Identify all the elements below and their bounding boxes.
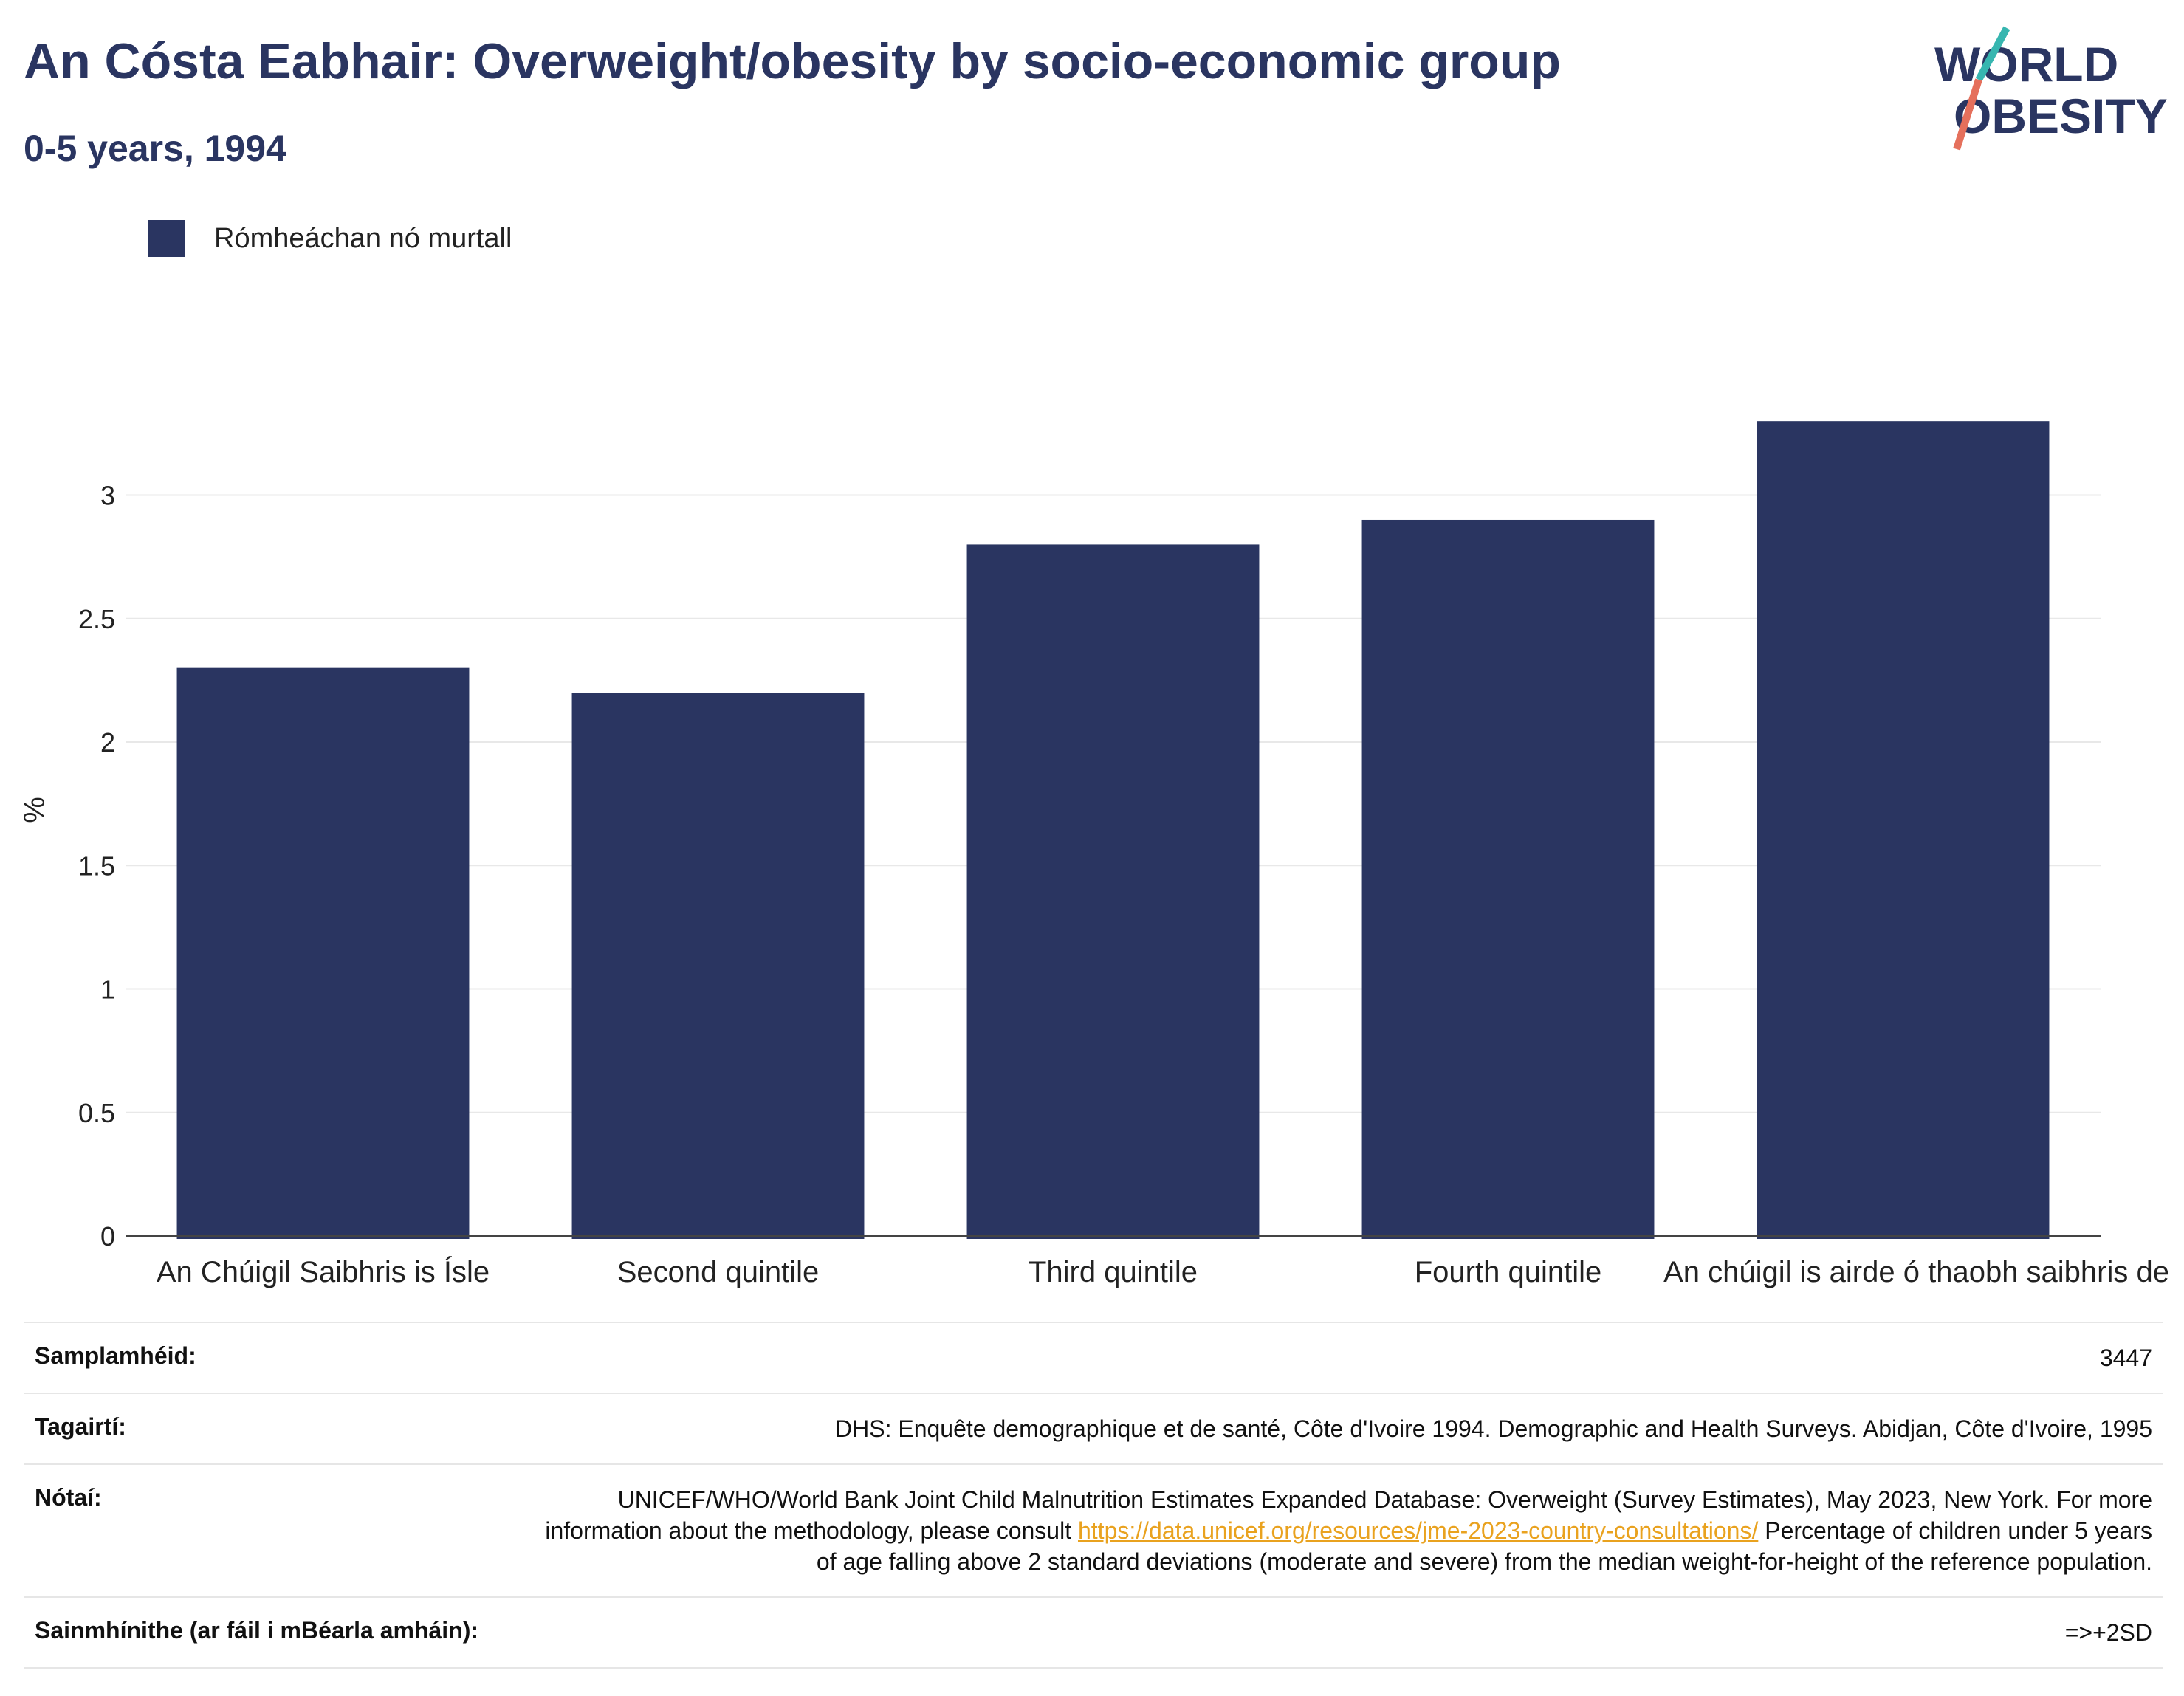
meta-row-sample: Samplamhéid: 3447 — [24, 1322, 2163, 1393]
logo-accent-coral — [1953, 78, 1982, 151]
bar[interactable] — [1361, 519, 1655, 1239]
meta-key-references: Tagairtí: — [35, 1413, 126, 1440]
notes-link[interactable]: https://data.unicef.org/resources/jme-20… — [1077, 1517, 1759, 1544]
y-tick-label: 1 — [100, 975, 115, 1005]
notes-text-after: Percentage of children under 5 years of … — [816, 1517, 2152, 1575]
meta-row-definitions: Sainmhínithe (ar fáil i mBéarla amháin):… — [24, 1596, 2163, 1669]
chart-title: An Cósta Eabhair: Overweight/obesity by … — [24, 33, 1561, 89]
legend: Rómheáchan nó murtall — [148, 220, 512, 257]
notes-text-before: UNICEF/WHO/World Bank Joint Child Malnut… — [545, 1486, 2152, 1544]
meta-row-references: Tagairtí: DHS: Enquête demographique et … — [24, 1393, 2163, 1463]
meta-key-definitions: Sainmhínithe (ar fáil i mBéarla amháin): — [35, 1617, 479, 1644]
meta-val-sample: 3447 — [2099, 1345, 2152, 1371]
meta-val-definitions: =>+2SD — [2064, 1619, 2152, 1646]
meta-row-notes: Nótaí: UNICEF/WHO/World Bank Joint Child… — [24, 1463, 2163, 1596]
logo-line2: OBESITY — [1954, 89, 2168, 143]
legend-swatch — [148, 220, 185, 257]
x-tick-label: Third quintile — [1029, 1256, 1198, 1288]
x-tick-label: Fourth quintile — [1415, 1256, 1601, 1288]
x-tick-label: An chúigil is airde ó thaobh saibhris de — [1663, 1256, 2169, 1288]
bar[interactable] — [1757, 421, 2050, 1240]
meta-key-sample: Samplamhéid: — [35, 1342, 196, 1369]
y-tick-label: 3 — [100, 481, 115, 511]
meta-key-notes: Nótaí: — [35, 1484, 102, 1511]
bar[interactable] — [571, 693, 865, 1239]
y-tick-labels: 0 0.5 1 1.5 2 2.5 3 — [78, 481, 115, 1252]
x-tick-label: Second quintile — [617, 1256, 820, 1288]
bars — [176, 421, 2050, 1240]
metadata-table: Samplamhéid: 3447 Tagairtí: DHS: Enquête… — [24, 1322, 2163, 1669]
x-tick-labels: An Chúigil Saibhris is Ísle Second quinti… — [157, 1255, 2169, 1288]
world-obesity-logo: WORLD OBESITY — [1934, 26, 2168, 151]
chart-subtitle: 0-5 years, 1994 — [24, 128, 286, 169]
bar[interactable] — [966, 544, 1260, 1239]
meta-val-notes: UNICEF/WHO/World Bank Joint Child Malnut… — [543, 1484, 2152, 1577]
y-tick-label: 0.5 — [78, 1098, 115, 1128]
y-tick-label: 1.5 — [78, 851, 115, 881]
x-tick-label: An Chúigil Saibhris is Ísle — [157, 1255, 490, 1288]
y-tick-label: 2.5 — [78, 604, 115, 634]
y-tick-label: 2 — [100, 727, 115, 758]
meta-val-references: DHS: Enquête demographique et de santé, … — [835, 1415, 2152, 1442]
logo-accent-teal — [1975, 26, 2010, 82]
logo-line1: WORLD — [1934, 37, 2118, 92]
legend-label: Rómheáchan nó murtall — [214, 222, 512, 254]
y-tick-label: 0 — [100, 1221, 115, 1252]
bar-chart: 0 0.5 1 1.5 2 2.5 3 An Chúigil Saibhris is Ísl… — [18, 421, 2169, 1288]
y-axis-label: % — [18, 797, 51, 823]
bar[interactable] — [176, 667, 470, 1239]
